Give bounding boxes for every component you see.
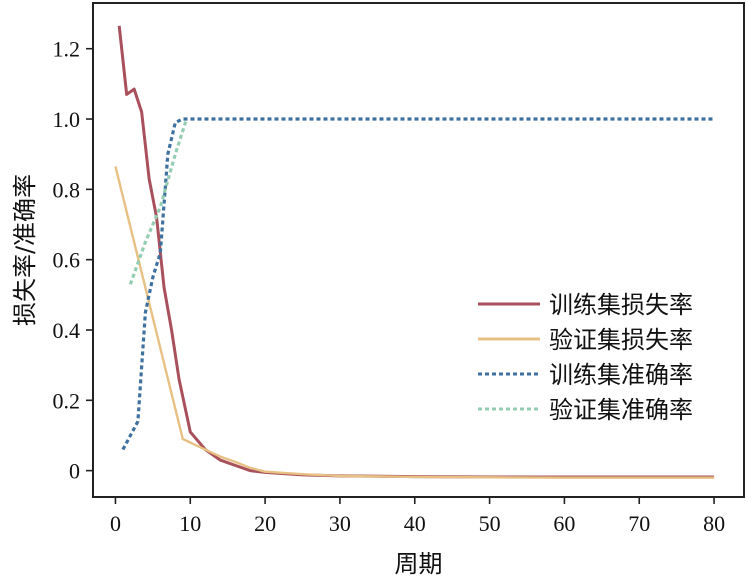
x-tick-label: 10: [179, 511, 201, 536]
series-layer: [114, 25, 715, 479]
series-line-4: [128, 118, 189, 285]
x-tick-label: 40: [404, 511, 426, 536]
series-line-3: [121, 117, 715, 451]
legend-label-2: 验证集损失率: [549, 326, 693, 354]
legend-label-1: 训练集损失率: [549, 291, 693, 319]
legend-label-4: 验证集准确率: [549, 396, 693, 424]
y-tick-label: 0.4: [53, 318, 81, 343]
x-tick-label: 70: [628, 511, 650, 536]
x-tick-label: 20: [254, 511, 276, 536]
x-tick-label: 30: [329, 511, 351, 536]
y-tick-label: 0.2: [53, 388, 81, 413]
x-tick-label: 0: [110, 511, 121, 536]
axes: 0 10 20 30 40 50 60 70 80 0 0.2 0.4 0.6 0.8 1.0 1.2: [53, 2, 745, 536]
legend-label-3: 训练集准确率: [549, 361, 693, 389]
x-tick-label: 80: [703, 511, 725, 536]
y-tick-label: 1.2: [53, 37, 81, 62]
x-tick-label: 50: [479, 511, 501, 536]
plot-frame: [92, 2, 745, 498]
y-tick-label: 1.0: [53, 107, 81, 132]
y-tick-label: 0.6: [53, 248, 81, 273]
x-tick-label: 60: [553, 511, 575, 536]
x-axis-title: 周期: [395, 550, 443, 578]
y-axis-title: 损失率/准确率: [11, 174, 39, 326]
y-tick-label: 0: [69, 459, 80, 484]
y-tick-label: 0.8: [53, 177, 81, 202]
series-line-2: [114, 166, 715, 479]
